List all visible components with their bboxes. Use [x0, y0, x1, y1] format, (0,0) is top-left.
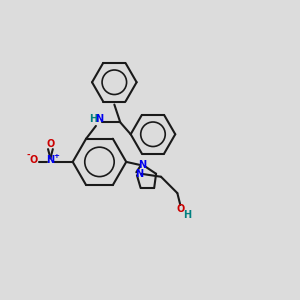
Text: N: N	[135, 169, 143, 179]
Text: N: N	[95, 114, 104, 124]
Text: +: +	[53, 153, 59, 159]
Text: H: H	[89, 114, 97, 124]
Text: N: N	[46, 155, 55, 165]
Text: -: -	[27, 151, 31, 160]
Text: H: H	[183, 210, 191, 220]
Text: O: O	[46, 139, 55, 149]
Text: O: O	[176, 204, 184, 214]
Text: O: O	[30, 155, 38, 165]
Text: N: N	[139, 160, 147, 170]
